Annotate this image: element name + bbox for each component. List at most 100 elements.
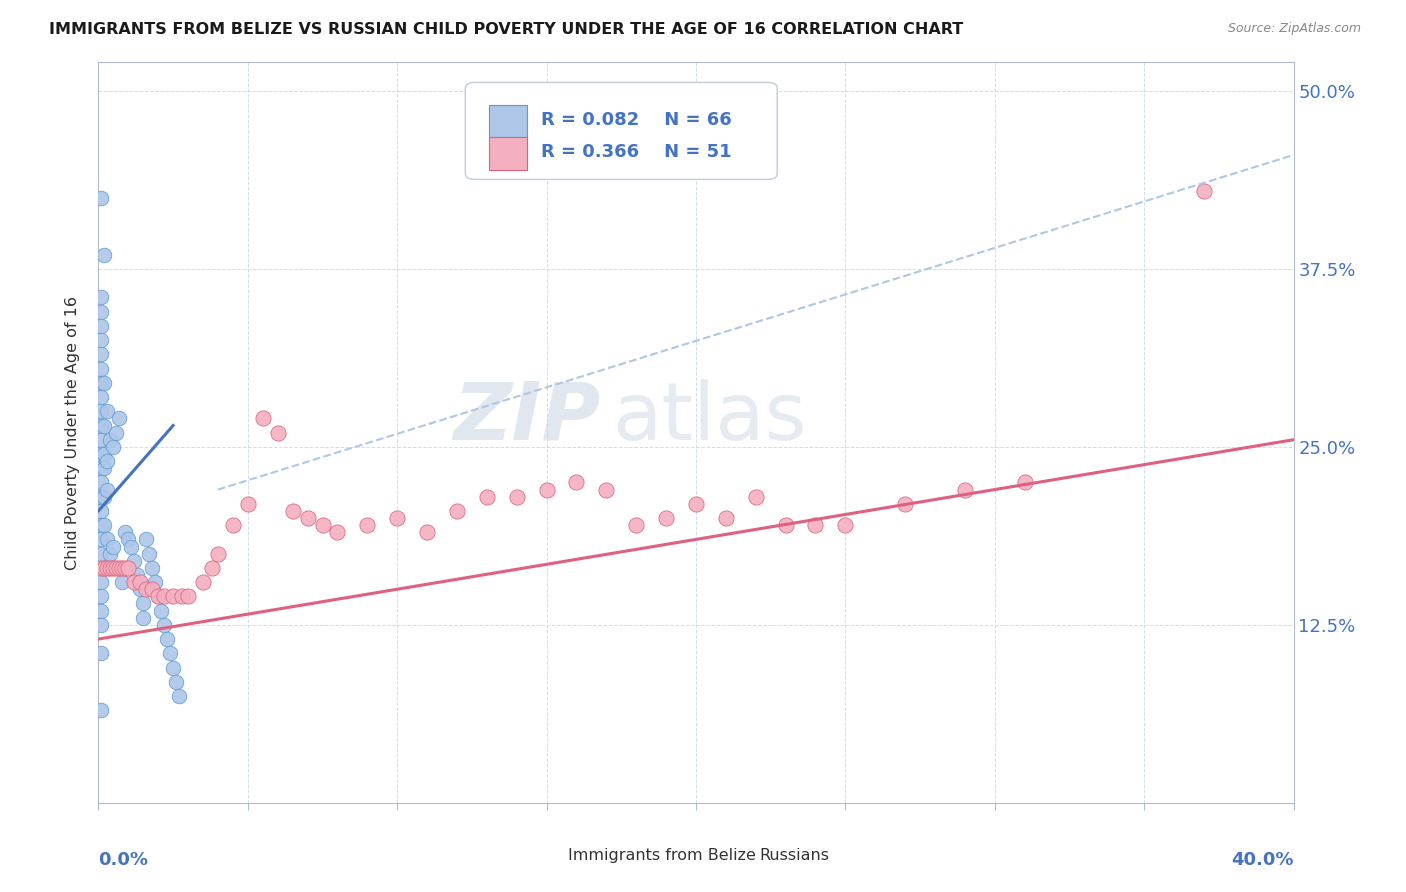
Y-axis label: Child Poverty Under the Age of 16: Child Poverty Under the Age of 16 — [65, 295, 80, 570]
Point — [138, 547, 160, 561]
Point — [90, 361, 112, 376]
Point — [90, 518, 112, 533]
Point — [98, 547, 122, 561]
Point — [103, 440, 125, 454]
Point — [148, 590, 170, 604]
Point — [834, 518, 856, 533]
Point — [93, 247, 115, 261]
Text: IMMIGRANTS FROM BELIZE VS RUSSIAN CHILD POVERTY UNDER THE AGE OF 16 CORRELATION : IMMIGRANTS FROM BELIZE VS RUSSIAN CHILD … — [49, 22, 963, 37]
Point — [267, 425, 290, 440]
Point — [475, 490, 498, 504]
Point — [201, 561, 224, 575]
Point — [714, 511, 737, 525]
Bar — [489, 136, 527, 170]
Point — [129, 582, 152, 597]
Point — [536, 483, 558, 497]
Point — [150, 604, 173, 618]
Text: atlas: atlas — [613, 379, 807, 457]
Point — [90, 433, 112, 447]
Point — [127, 568, 149, 582]
Point — [775, 518, 797, 533]
Point — [90, 490, 112, 504]
Point — [90, 561, 112, 575]
Point — [90, 604, 112, 618]
FancyBboxPatch shape — [465, 82, 778, 179]
Point — [172, 590, 194, 604]
Point — [108, 561, 131, 575]
Point — [804, 518, 827, 533]
Point — [165, 674, 187, 689]
Point — [156, 632, 179, 646]
Point — [207, 547, 229, 561]
Text: R = 0.082    N = 66: R = 0.082 N = 66 — [541, 112, 731, 129]
Point — [385, 511, 409, 525]
Point — [326, 525, 349, 540]
Point — [297, 511, 319, 525]
Point — [90, 191, 112, 205]
Point — [90, 333, 112, 347]
Point — [129, 575, 152, 590]
Point — [120, 540, 142, 554]
Point — [90, 590, 112, 604]
Point — [93, 490, 115, 504]
Point — [124, 554, 146, 568]
Point — [141, 561, 163, 575]
Point — [132, 597, 155, 611]
Point — [93, 561, 115, 575]
Point — [96, 483, 118, 497]
Point — [90, 533, 112, 547]
Point — [90, 447, 112, 461]
Text: Immigrants from Belize: Immigrants from Belize — [568, 848, 756, 863]
Point — [745, 490, 768, 504]
Point — [177, 590, 200, 604]
Bar — [489, 105, 527, 138]
Point — [96, 561, 118, 575]
Point — [281, 504, 304, 518]
Text: 40.0%: 40.0% — [1232, 851, 1294, 869]
Point — [222, 518, 245, 533]
Bar — [725, 847, 752, 863]
Point — [159, 646, 181, 660]
Point — [132, 610, 155, 624]
Point — [90, 304, 112, 318]
Point — [93, 418, 115, 433]
Point — [153, 590, 176, 604]
Point — [93, 461, 115, 475]
Point — [311, 518, 333, 533]
Point — [117, 561, 139, 575]
Text: Russians: Russians — [759, 848, 830, 863]
Bar — [534, 847, 561, 863]
Point — [1192, 184, 1215, 198]
Point — [98, 561, 122, 575]
Point — [153, 617, 176, 632]
Point — [162, 660, 184, 674]
Point — [90, 376, 112, 390]
Point — [135, 582, 157, 597]
Point — [141, 582, 163, 597]
Point — [90, 347, 112, 361]
Point — [626, 518, 648, 533]
Point — [103, 540, 125, 554]
Point — [565, 475, 588, 490]
Point — [252, 411, 274, 425]
Point — [90, 561, 112, 575]
Point — [148, 590, 170, 604]
Point — [595, 483, 617, 497]
Point — [446, 504, 468, 518]
Point — [96, 533, 118, 547]
Point — [93, 376, 115, 390]
Point — [90, 318, 112, 333]
Point — [894, 497, 917, 511]
Point — [90, 475, 112, 490]
Point — [93, 518, 115, 533]
Point — [108, 411, 131, 425]
Point — [105, 561, 128, 575]
Point — [90, 418, 112, 433]
Point — [356, 518, 378, 533]
Point — [103, 561, 125, 575]
Text: ZIP: ZIP — [453, 379, 600, 457]
Point — [90, 390, 112, 404]
Point — [114, 561, 136, 575]
Point — [90, 547, 112, 561]
Point — [416, 525, 439, 540]
